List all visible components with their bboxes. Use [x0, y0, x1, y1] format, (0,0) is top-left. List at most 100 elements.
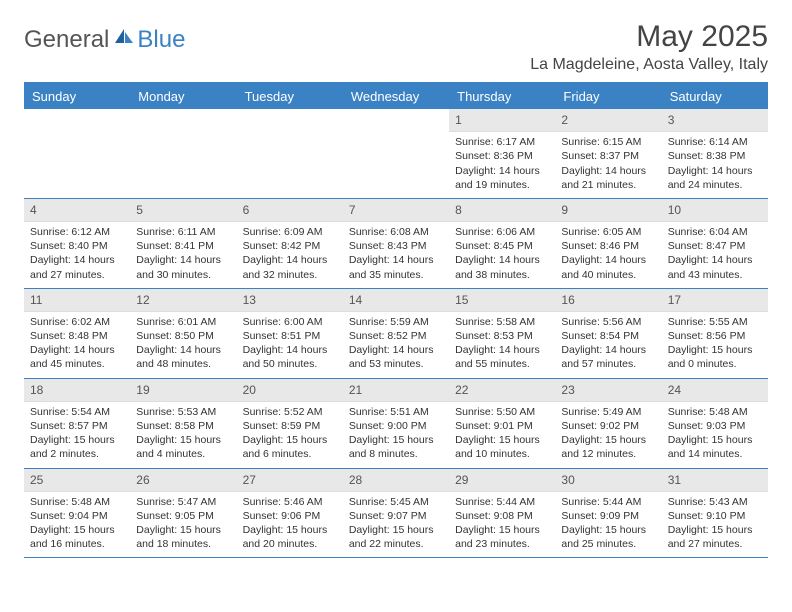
- day-number: 18: [24, 379, 130, 402]
- day-number: 8: [449, 199, 555, 222]
- daylight-text: Daylight: 14 hours and 57 minutes.: [561, 343, 655, 371]
- sunrise-text: Sunrise: 6:00 AM: [243, 315, 337, 329]
- daylight-text: Daylight: 14 hours and 19 minutes.: [455, 164, 549, 192]
- daylight-text: Daylight: 15 hours and 4 minutes.: [136, 433, 230, 461]
- day-cell: 21Sunrise: 5:51 AMSunset: 9:00 PMDayligh…: [343, 379, 449, 468]
- daylight-text: Daylight: 15 hours and 8 minutes.: [349, 433, 443, 461]
- sunset-text: Sunset: 9:03 PM: [668, 419, 762, 433]
- day-header: Tuesday: [237, 84, 343, 109]
- day-cell: 8Sunrise: 6:06 AMSunset: 8:45 PMDaylight…: [449, 199, 555, 288]
- daylight-text: Daylight: 15 hours and 0 minutes.: [668, 343, 762, 371]
- day-number: 25: [24, 469, 130, 492]
- day-number: 12: [130, 289, 236, 312]
- sunrise-text: Sunrise: 5:56 AM: [561, 315, 655, 329]
- day-number: 20: [237, 379, 343, 402]
- day-number: 30: [555, 469, 661, 492]
- day-number: 21: [343, 379, 449, 402]
- sunrise-text: Sunrise: 5:52 AM: [243, 405, 337, 419]
- day-cell: 1Sunrise: 6:17 AMSunset: 8:36 PMDaylight…: [449, 109, 555, 198]
- sunrise-text: Sunrise: 5:44 AM: [455, 495, 549, 509]
- day-cell: 31Sunrise: 5:43 AMSunset: 9:10 PMDayligh…: [662, 469, 768, 558]
- day-content: Sunrise: 5:47 AMSunset: 9:05 PMDaylight:…: [130, 492, 236, 558]
- day-number: 4: [24, 199, 130, 222]
- day-cell: 30Sunrise: 5:44 AMSunset: 9:09 PMDayligh…: [555, 469, 661, 558]
- sunset-text: Sunset: 9:00 PM: [349, 419, 443, 433]
- day-cell: 26Sunrise: 5:47 AMSunset: 9:05 PMDayligh…: [130, 469, 236, 558]
- week-row: 25Sunrise: 5:48 AMSunset: 9:04 PMDayligh…: [24, 469, 768, 559]
- day-content: Sunrise: 5:44 AMSunset: 9:09 PMDaylight:…: [555, 492, 661, 558]
- sunrise-text: Sunrise: 6:02 AM: [30, 315, 124, 329]
- logo-sail-icon: [113, 27, 135, 50]
- day-header-row: Sunday Monday Tuesday Wednesday Thursday…: [24, 84, 768, 109]
- sunrise-text: Sunrise: 6:11 AM: [136, 225, 230, 239]
- logo-text-blue: Blue: [137, 26, 185, 54]
- sunset-text: Sunset: 8:41 PM: [136, 239, 230, 253]
- day-content: Sunrise: 5:52 AMSunset: 8:59 PMDaylight:…: [237, 402, 343, 468]
- day-number: 7: [343, 199, 449, 222]
- sunrise-text: Sunrise: 6:06 AM: [455, 225, 549, 239]
- day-content: Sunrise: 6:09 AMSunset: 8:42 PMDaylight:…: [237, 222, 343, 288]
- sunset-text: Sunset: 9:04 PM: [30, 509, 124, 523]
- sunrise-text: Sunrise: 5:58 AM: [455, 315, 549, 329]
- day-content: Sunrise: 5:58 AMSunset: 8:53 PMDaylight:…: [449, 312, 555, 378]
- week-row: 1Sunrise: 6:17 AMSunset: 8:36 PMDaylight…: [24, 109, 768, 199]
- sunset-text: Sunset: 8:48 PM: [30, 329, 124, 343]
- daylight-text: Daylight: 15 hours and 14 minutes.: [668, 433, 762, 461]
- daylight-text: Daylight: 15 hours and 10 minutes.: [455, 433, 549, 461]
- daylight-text: Daylight: 14 hours and 53 minutes.: [349, 343, 443, 371]
- day-number: 11: [24, 289, 130, 312]
- sunset-text: Sunset: 8:54 PM: [561, 329, 655, 343]
- sunset-text: Sunset: 9:02 PM: [561, 419, 655, 433]
- day-content: Sunrise: 5:51 AMSunset: 9:00 PMDaylight:…: [343, 402, 449, 468]
- day-cell: 29Sunrise: 5:44 AMSunset: 9:08 PMDayligh…: [449, 469, 555, 558]
- day-content: Sunrise: 6:08 AMSunset: 8:43 PMDaylight:…: [343, 222, 449, 288]
- day-content: Sunrise: 5:48 AMSunset: 9:03 PMDaylight:…: [662, 402, 768, 468]
- sunrise-text: Sunrise: 5:45 AM: [349, 495, 443, 509]
- daylight-text: Daylight: 15 hours and 20 minutes.: [243, 523, 337, 551]
- sunset-text: Sunset: 8:52 PM: [349, 329, 443, 343]
- sunset-text: Sunset: 8:58 PM: [136, 419, 230, 433]
- sunset-text: Sunset: 8:50 PM: [136, 329, 230, 343]
- day-cell: 12Sunrise: 6:01 AMSunset: 8:50 PMDayligh…: [130, 289, 236, 378]
- day-number: 1: [449, 109, 555, 132]
- day-number: 5: [130, 199, 236, 222]
- sunset-text: Sunset: 8:42 PM: [243, 239, 337, 253]
- day-number: 19: [130, 379, 236, 402]
- sunset-text: Sunset: 8:37 PM: [561, 149, 655, 163]
- day-number: 31: [662, 469, 768, 492]
- day-content: Sunrise: 6:00 AMSunset: 8:51 PMDaylight:…: [237, 312, 343, 378]
- daylight-text: Daylight: 15 hours and 25 minutes.: [561, 523, 655, 551]
- daylight-text: Daylight: 15 hours and 6 minutes.: [243, 433, 337, 461]
- day-content: Sunrise: 6:11 AMSunset: 8:41 PMDaylight:…: [130, 222, 236, 288]
- sunrise-text: Sunrise: 6:12 AM: [30, 225, 124, 239]
- day-cell: 11Sunrise: 6:02 AMSunset: 8:48 PMDayligh…: [24, 289, 130, 378]
- sunset-text: Sunset: 8:43 PM: [349, 239, 443, 253]
- day-number: 29: [449, 469, 555, 492]
- day-number: 16: [555, 289, 661, 312]
- sunrise-text: Sunrise: 6:15 AM: [561, 135, 655, 149]
- day-content: Sunrise: 6:05 AMSunset: 8:46 PMDaylight:…: [555, 222, 661, 288]
- sunrise-text: Sunrise: 5:53 AM: [136, 405, 230, 419]
- daylight-text: Daylight: 14 hours and 43 minutes.: [668, 253, 762, 281]
- daylight-text: Daylight: 15 hours and 22 minutes.: [349, 523, 443, 551]
- day-content: Sunrise: 5:48 AMSunset: 9:04 PMDaylight:…: [24, 492, 130, 558]
- sunset-text: Sunset: 9:08 PM: [455, 509, 549, 523]
- sunset-text: Sunset: 9:05 PM: [136, 509, 230, 523]
- sunset-text: Sunset: 9:01 PM: [455, 419, 549, 433]
- day-number: 28: [343, 469, 449, 492]
- day-content: Sunrise: 5:59 AMSunset: 8:52 PMDaylight:…: [343, 312, 449, 378]
- day-cell: 22Sunrise: 5:50 AMSunset: 9:01 PMDayligh…: [449, 379, 555, 468]
- sunset-text: Sunset: 8:53 PM: [455, 329, 549, 343]
- day-header: Wednesday: [343, 84, 449, 109]
- day-content: Sunrise: 5:49 AMSunset: 9:02 PMDaylight:…: [555, 402, 661, 468]
- day-number: 23: [555, 379, 661, 402]
- day-cell: 14Sunrise: 5:59 AMSunset: 8:52 PMDayligh…: [343, 289, 449, 378]
- day-content: Sunrise: 6:17 AMSunset: 8:36 PMDaylight:…: [449, 132, 555, 198]
- sunset-text: Sunset: 8:38 PM: [668, 149, 762, 163]
- day-cell: 20Sunrise: 5:52 AMSunset: 8:59 PMDayligh…: [237, 379, 343, 468]
- day-cell: 17Sunrise: 5:55 AMSunset: 8:56 PMDayligh…: [662, 289, 768, 378]
- sunrise-text: Sunrise: 5:51 AM: [349, 405, 443, 419]
- day-content: Sunrise: 6:01 AMSunset: 8:50 PMDaylight:…: [130, 312, 236, 378]
- daylight-text: Daylight: 14 hours and 30 minutes.: [136, 253, 230, 281]
- day-header: Monday: [130, 84, 236, 109]
